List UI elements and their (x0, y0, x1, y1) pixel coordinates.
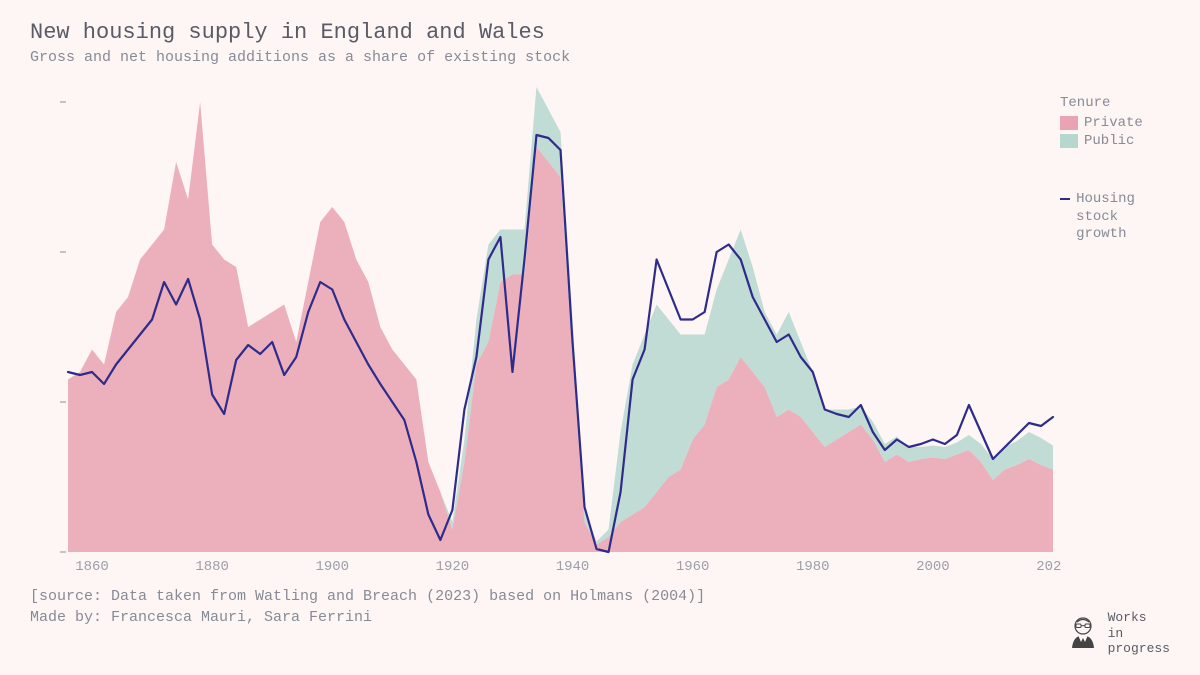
source-block: [source: Data taken from Watling and Bre… (30, 586, 1170, 628)
source-line: [source: Data taken from Watling and Bre… (30, 586, 1170, 607)
plot-svg: 0%1%2%3%18601880190019201940196019802000… (60, 72, 1061, 578)
brand-icon (1066, 616, 1100, 652)
legend-label-line: Housing stock growth (1076, 191, 1170, 244)
svg-text:1920: 1920 (436, 559, 470, 575)
legend-row-line: Housing stock growth (1060, 191, 1170, 244)
svg-text:1860: 1860 (75, 559, 109, 575)
svg-text:1960: 1960 (676, 559, 710, 575)
legend-swatch-line (1060, 198, 1070, 200)
svg-text:1900: 1900 (315, 559, 349, 575)
chart-container: New housing supply in England and Wales … (0, 0, 1200, 675)
svg-text:1940: 1940 (556, 559, 590, 575)
plot-area: 0%1%2%3%18601880190019201940196019802000… (60, 72, 1055, 578)
legend-row-private: Private (1060, 115, 1170, 131)
legend-label-public: Public (1084, 133, 1134, 149)
legend-swatch-public (1060, 134, 1078, 148)
legend-swatch-private (1060, 116, 1078, 130)
legend-label-private: Private (1084, 115, 1143, 131)
brand-text: Works in progress (1108, 610, 1170, 657)
legend: Tenure Private Public Housing stock grow… (1060, 95, 1170, 244)
svg-text:2000: 2000 (916, 559, 950, 575)
brand: Works in progress (1066, 610, 1170, 657)
made-by-line: Made by: Francesca Mauri, Sara Ferrini (30, 607, 1170, 628)
svg-text:1880: 1880 (195, 559, 229, 575)
legend-row-public: Public (1060, 133, 1170, 149)
chart-subtitle: Gross and net housing additions as a sha… (30, 49, 1170, 66)
svg-text:1980: 1980 (796, 559, 830, 575)
chart-title: New housing supply in England and Wales (30, 20, 1170, 45)
svg-text:2020: 2020 (1036, 559, 1061, 575)
legend-heading: Tenure (1060, 95, 1170, 111)
